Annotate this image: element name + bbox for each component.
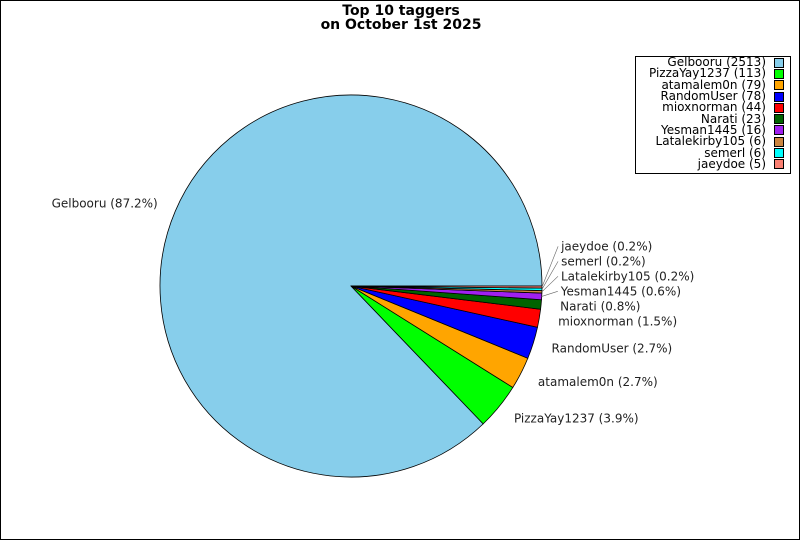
slice-label: Narati (0.8%) — [560, 299, 640, 313]
legend-swatch — [774, 68, 784, 79]
legend-label: Narati (23) — [700, 111, 766, 126]
slice-label: Gelbooru (87.2%) — [52, 197, 158, 211]
slice-label: mioxnorman (1.5%) — [558, 315, 677, 329]
legend-label: Gelbooru (2513) — [667, 55, 766, 70]
legend-item: Narati (23) — [636, 111, 790, 126]
slice-label: PizzaYay1237 (3.9%) — [514, 412, 639, 426]
legend-label: semerl (6) — [704, 145, 766, 160]
legend-swatch — [774, 148, 784, 159]
legend-swatch — [774, 80, 784, 91]
label-leader-line — [541, 276, 559, 293]
legend-swatch — [774, 91, 784, 102]
label-leader-line — [541, 291, 558, 297]
slice-label: semerl (0.2%) — [561, 254, 646, 268]
legend-label: mioxnorman (44) — [662, 100, 766, 115]
legend-label: Yesman1445 (16) — [660, 122, 766, 137]
legend-swatch — [774, 102, 784, 113]
slice-label: Yesman1445 (0.6%) — [560, 284, 681, 298]
legend-swatch — [774, 125, 784, 136]
legend-swatch — [774, 57, 784, 68]
title-line-2: on October 1st 2025 — [320, 17, 482, 33]
legend-swatch — [774, 159, 784, 170]
legend-label: RandomUser (78) — [660, 89, 766, 104]
slice-label: jaeydoe (0.2%) — [560, 239, 652, 253]
legend-label: atamalem0n (79) — [661, 77, 766, 92]
legend-item: mioxnorman (44) — [636, 100, 790, 115]
legend-label: jaeydoe (5) — [697, 156, 766, 171]
legend-item: Yesman1445 (16) — [636, 122, 790, 137]
title-line-1: Top 10 taggers — [342, 3, 460, 19]
legend-item: RandomUser (78) — [636, 89, 790, 104]
legend: Gelbooru (2513) PizzaYay1237 (113) atamale… — [635, 56, 791, 174]
legend-item: atamalem0n (79) — [636, 77, 790, 92]
legend-label: PizzaYay1237 (113) — [648, 66, 766, 81]
legend-item: Gelbooru (2513) — [636, 55, 790, 70]
legend-item: jaeydoe (5) — [636, 156, 790, 171]
legend-item: semerl (6) — [636, 145, 790, 160]
chart-title: Top 10 taggers on October 1st 2025 — [1, 3, 799, 33]
slice-label: Latalekirby105 (0.2%) — [561, 269, 694, 283]
slice-label: atamalem0n (2.7%) — [538, 375, 658, 389]
slice-label: RandomUser (2.7%) — [552, 342, 673, 356]
label-leader-line — [541, 246, 559, 288]
legend-swatch — [774, 136, 784, 147]
legend-swatch — [774, 114, 784, 125]
legend-item: Latalekirby105 (6) — [636, 134, 790, 149]
legend-label: Latalekirby105 (6) — [655, 134, 766, 149]
label-leader-line — [541, 261, 559, 290]
legend-item: PizzaYay1237 (113) — [636, 66, 790, 81]
